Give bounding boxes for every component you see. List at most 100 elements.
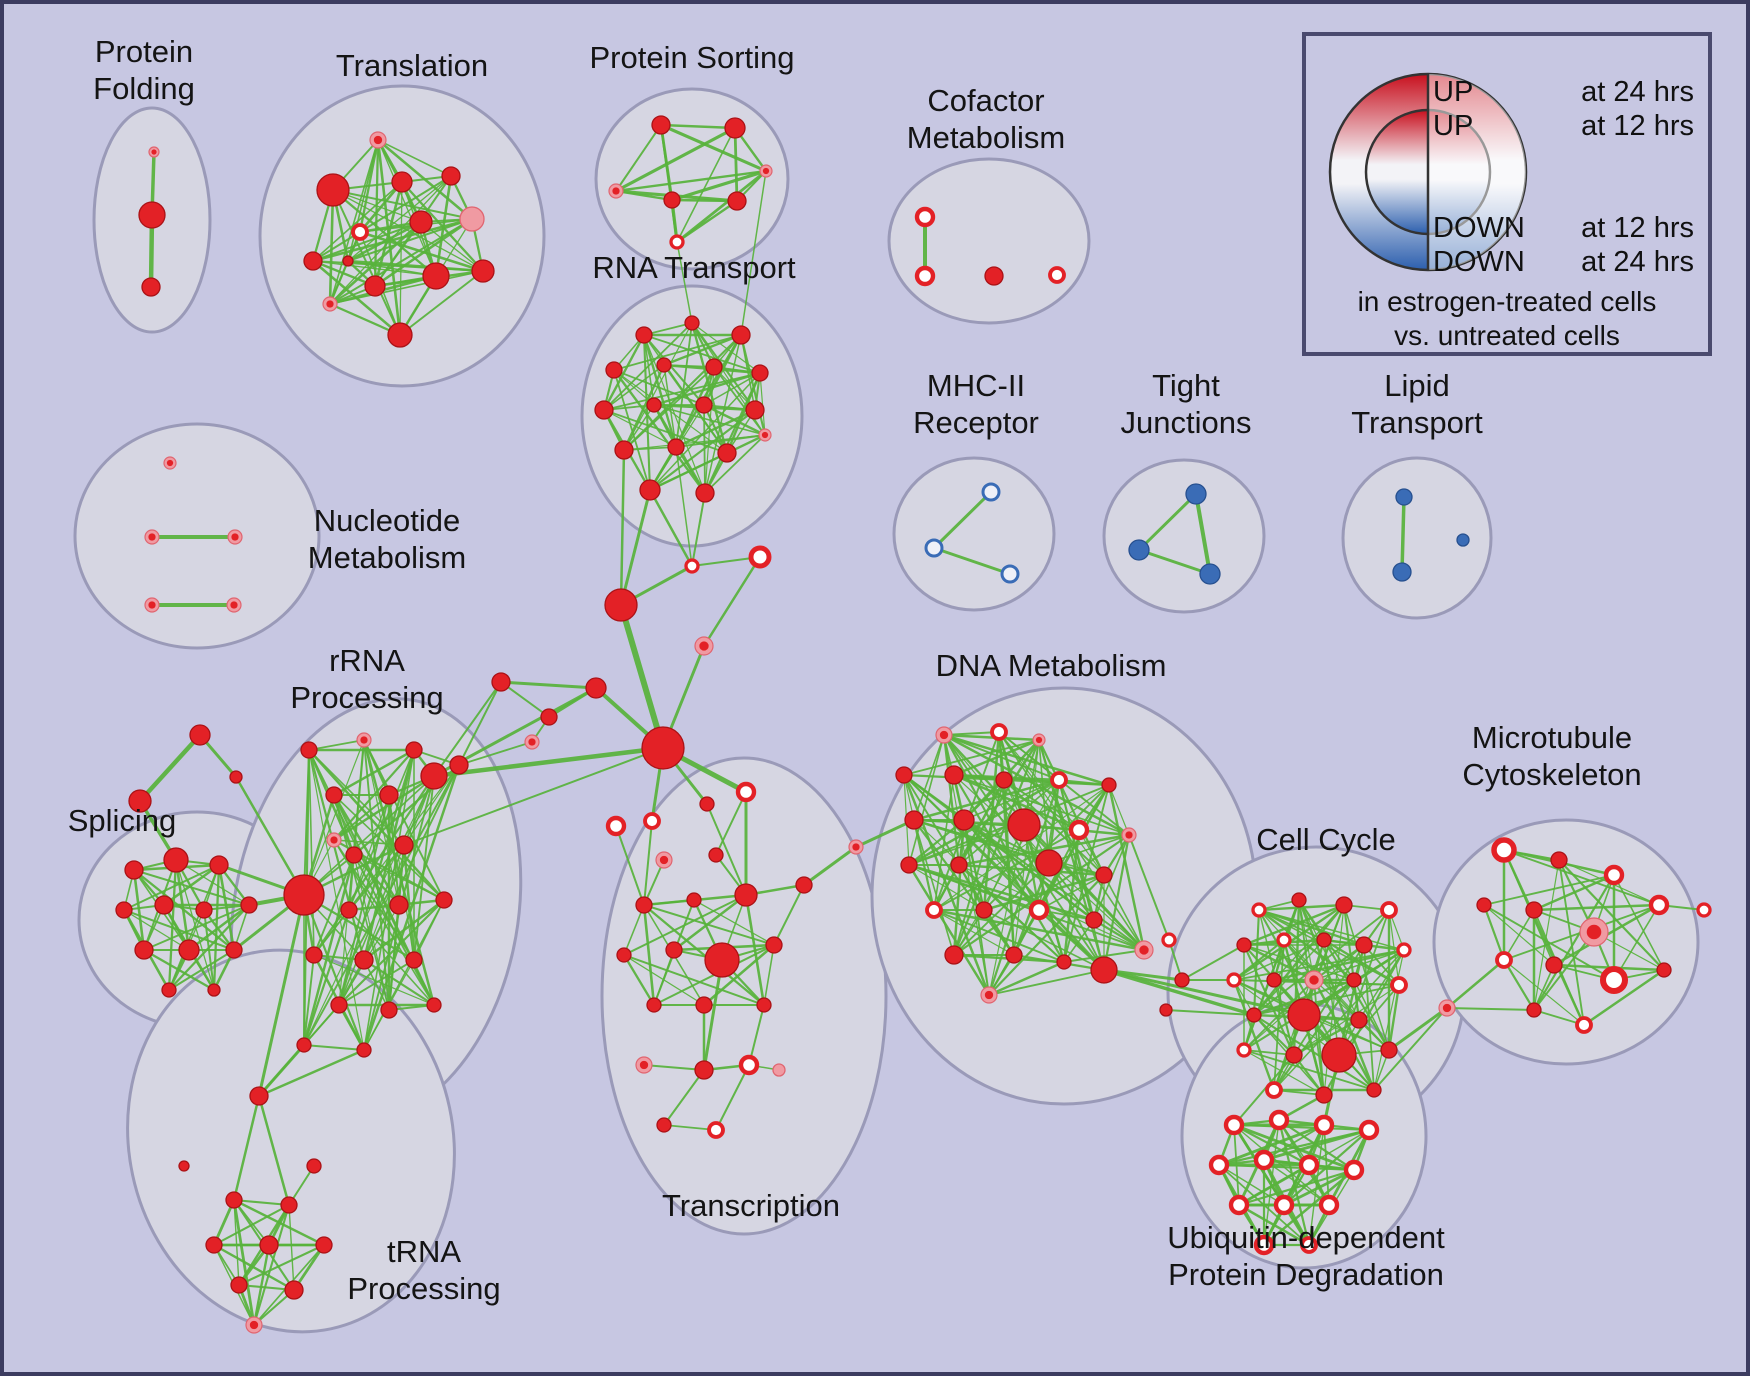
node-mc8 xyxy=(1495,951,1513,969)
cluster-label-rrna-processing: rRNA xyxy=(329,643,405,678)
node-rr12 xyxy=(389,895,409,915)
edge xyxy=(433,681,502,777)
node-cc16 xyxy=(1287,998,1321,1032)
edge xyxy=(132,868,146,952)
legend-box: UP at 24 hrs UP at 12 hrs DOWN at 12 hrs… xyxy=(1302,32,1712,356)
edge xyxy=(312,774,436,957)
node-rr5 xyxy=(325,786,343,804)
node-tr10 xyxy=(284,1280,304,1300)
edge xyxy=(763,944,775,1006)
edge xyxy=(329,218,473,305)
node-cc15 xyxy=(1246,1007,1262,1023)
edge xyxy=(303,739,365,896)
node-mc13 xyxy=(1575,1016,1593,1034)
node-t9 xyxy=(322,296,338,312)
edge xyxy=(963,819,1050,864)
node-d1 xyxy=(935,726,953,744)
node-sp3 xyxy=(209,855,229,875)
edge xyxy=(674,433,767,449)
node-rr14 xyxy=(305,946,323,964)
edge xyxy=(982,908,1016,957)
node-rt2 xyxy=(684,315,700,331)
node-u10 xyxy=(1273,1194,1295,1216)
node-d17 xyxy=(1095,866,1113,884)
edge xyxy=(998,731,1145,951)
node-cc20 xyxy=(1321,1037,1357,1073)
edge xyxy=(653,949,675,1006)
edge xyxy=(333,839,435,1006)
edge xyxy=(983,909,1105,971)
node-x1 xyxy=(735,781,757,803)
edge xyxy=(675,169,768,244)
node-rt6 xyxy=(705,358,723,376)
edge xyxy=(332,748,416,797)
node-x14 xyxy=(695,996,713,1014)
node-rr20 xyxy=(296,1037,312,1053)
cluster-label-rrna-processing: Processing xyxy=(290,680,443,715)
edge xyxy=(1272,948,1406,982)
node-cc13 xyxy=(1346,972,1362,988)
edge xyxy=(907,818,966,867)
edge xyxy=(602,333,646,412)
node-rt5 xyxy=(656,357,672,373)
edge xyxy=(1503,909,1535,961)
edge xyxy=(702,555,762,648)
edge xyxy=(333,794,390,1011)
node-ps6 xyxy=(727,191,747,211)
edge xyxy=(623,894,747,956)
edge xyxy=(957,833,1131,867)
node-sp6 xyxy=(195,901,213,919)
cluster-label-microtubule-cytoskeleton: Microtubule xyxy=(1472,720,1632,755)
node-rr19 xyxy=(426,997,442,1013)
node-d5 xyxy=(944,765,964,785)
edge xyxy=(302,853,356,1047)
edge xyxy=(907,863,991,997)
edge xyxy=(303,775,435,896)
node-x12 xyxy=(765,936,783,954)
node-tr7 xyxy=(259,1235,279,1255)
cluster-label-cofactor-metabolism: Cofactor xyxy=(927,83,1044,118)
legend-up-24-time: at 24 hrs xyxy=(1581,76,1694,108)
edge xyxy=(1107,783,1146,952)
edge xyxy=(1128,834,1170,941)
edge xyxy=(953,862,1050,956)
node-h7 xyxy=(491,672,511,692)
node-m3 xyxy=(1000,564,1020,584)
node-tr3 xyxy=(306,1158,322,1174)
edge xyxy=(952,818,966,957)
node-nm3 xyxy=(227,529,243,545)
node-cc2 xyxy=(1291,892,1307,908)
cluster-label-tight-junctions: Junctions xyxy=(1121,405,1252,440)
node-u5 xyxy=(1208,1154,1230,1176)
node-cc7 xyxy=(1316,932,1332,948)
node-rr1 xyxy=(300,741,318,759)
edge xyxy=(913,734,945,821)
cluster-label-microtubule-cytoskeleton: Cytoskeleton xyxy=(1462,757,1641,792)
cluster-label-mhc-ii-receptor: MHC-II xyxy=(927,368,1025,403)
legend-caption-line2: vs. untreated cells xyxy=(1394,320,1620,351)
node-rt12 xyxy=(614,440,634,460)
edge xyxy=(802,845,858,887)
node-d3 xyxy=(1032,733,1046,747)
node-tr4 xyxy=(225,1191,243,1209)
node-tr6 xyxy=(205,1236,223,1254)
node-cc17 xyxy=(1350,1011,1368,1029)
node-d13 xyxy=(1121,827,1137,843)
node-rt4 xyxy=(605,361,623,379)
edge xyxy=(622,953,656,1007)
node-t13 xyxy=(387,322,413,348)
edge xyxy=(252,1243,271,1327)
edge xyxy=(642,903,656,1007)
edge xyxy=(942,733,961,867)
node-h2 xyxy=(748,545,772,569)
edge xyxy=(1262,1168,1356,1247)
edge xyxy=(1483,874,1615,906)
node-tr5 xyxy=(280,1196,298,1214)
node-cf2 xyxy=(914,265,936,287)
node-rt8 xyxy=(594,400,614,420)
edge xyxy=(1313,979,1360,1021)
node-t4 xyxy=(441,166,461,186)
edge xyxy=(674,408,757,449)
node-x13 xyxy=(646,997,662,1013)
edge xyxy=(257,893,306,1098)
